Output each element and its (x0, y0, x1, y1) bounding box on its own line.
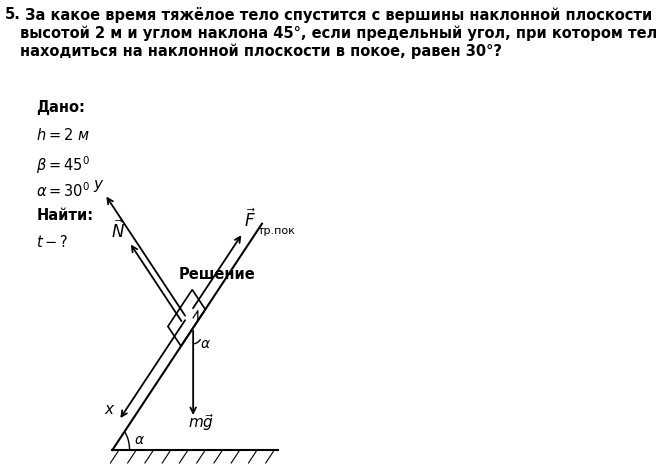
Text: $\alpha$: $\alpha$ (134, 433, 145, 447)
Text: $m\vec{g}$: $m\vec{g}$ (188, 412, 214, 433)
Text: $\vec{N}$: $\vec{N}$ (112, 219, 125, 242)
Text: $\vec{F}$: $\vec{F}$ (244, 208, 256, 231)
Text: Дано:: Дано: (36, 100, 85, 115)
Text: $\alpha = 30^0$: $\alpha = 30^0$ (36, 181, 91, 200)
Text: $y$: $y$ (93, 178, 104, 194)
Text: $\alpha$: $\alpha$ (200, 337, 211, 351)
Text: $\beta = 45^0$: $\beta = 45^0$ (36, 154, 90, 176)
Text: $x$: $x$ (104, 403, 116, 417)
Text: Найти:: Найти: (36, 208, 94, 223)
Text: тр.пок: тр.пок (257, 226, 295, 236)
Text: $t - ?$: $t - ?$ (36, 234, 69, 250)
Text: $h = 2\ \mathit{м}$: $h = 2\ \mathit{м}$ (36, 127, 90, 143)
Text: 5.: 5. (5, 7, 21, 22)
Text: Решение: Решение (178, 267, 255, 282)
Text: За какое время тяжёлое тело спустится с вершины наклонной плоскости
высотой 2 м : За какое время тяжёлое тело спустится с … (20, 7, 656, 59)
